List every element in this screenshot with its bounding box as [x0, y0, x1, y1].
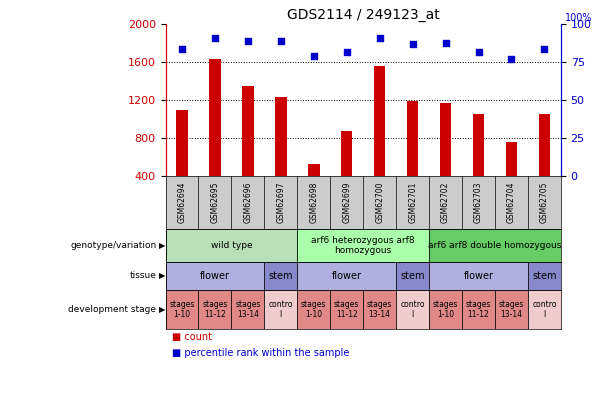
Bar [199, 290, 232, 329]
Text: wild type: wild type [211, 241, 252, 250]
Text: GSM62701: GSM62701 [408, 182, 417, 223]
Text: GSM62705: GSM62705 [540, 182, 549, 223]
Bar [429, 262, 528, 290]
Point [408, 41, 417, 47]
Point [276, 38, 286, 44]
Bar [297, 229, 429, 262]
Bar [396, 290, 429, 329]
Point [243, 38, 253, 44]
Text: arf6 heterozygous arf8
homozygous: arf6 heterozygous arf8 homozygous [311, 236, 415, 255]
Bar [264, 290, 297, 329]
Point [375, 35, 384, 41]
Text: flower: flower [463, 271, 493, 281]
Text: flower: flower [332, 271, 362, 281]
Point [309, 53, 319, 60]
Text: ▶: ▶ [159, 241, 166, 250]
Point [539, 45, 549, 52]
Point [210, 35, 220, 41]
Bar [297, 262, 396, 290]
Text: GSM62694: GSM62694 [178, 182, 186, 223]
Bar [308, 164, 319, 176]
Bar [429, 290, 462, 329]
Text: GSM62695: GSM62695 [210, 182, 219, 223]
Bar [539, 113, 550, 176]
Text: stages
13-14: stages 13-14 [499, 300, 524, 319]
Text: stem: stem [268, 271, 293, 281]
Text: GSM62704: GSM62704 [507, 182, 516, 223]
Bar [495, 290, 528, 329]
Bar [528, 262, 561, 290]
Text: genotype/variation: genotype/variation [70, 241, 156, 250]
Text: ▶: ▶ [159, 271, 166, 280]
Text: arf6 arf8 double homozygous: arf6 arf8 double homozygous [428, 241, 562, 250]
Bar [374, 66, 386, 176]
Bar [264, 262, 297, 290]
Text: GSM62703: GSM62703 [474, 182, 483, 223]
Bar [275, 97, 287, 176]
Bar [166, 290, 199, 329]
Text: stages
1-10: stages 1-10 [301, 300, 327, 319]
Text: contro
l: contro l [400, 300, 425, 319]
Text: contro
l: contro l [268, 300, 293, 319]
Bar [462, 290, 495, 329]
Bar [341, 130, 352, 176]
Text: GSM62702: GSM62702 [441, 182, 450, 223]
Bar [440, 103, 451, 176]
Bar [407, 101, 419, 176]
Point [342, 48, 352, 55]
Text: ■ count: ■ count [172, 333, 211, 342]
Bar [330, 290, 364, 329]
Text: ▶: ▶ [159, 305, 166, 314]
Bar [166, 262, 264, 290]
Text: contro
l: contro l [532, 300, 557, 319]
Text: stages
1-10: stages 1-10 [169, 300, 195, 319]
Text: development stage: development stage [68, 305, 156, 314]
Text: GSM62698: GSM62698 [310, 182, 318, 223]
Bar [473, 113, 484, 176]
Bar [166, 229, 297, 262]
Text: GSM62699: GSM62699 [342, 182, 351, 223]
Text: stem: stem [532, 271, 557, 281]
Bar [429, 229, 561, 262]
Point [177, 45, 187, 52]
Text: 100%: 100% [565, 13, 592, 23]
Text: tissue: tissue [129, 271, 156, 280]
Bar [242, 86, 254, 176]
Text: stages
1-10: stages 1-10 [433, 300, 459, 319]
Text: stages
13-14: stages 13-14 [367, 300, 392, 319]
Bar [528, 290, 561, 329]
Text: stages
11-12: stages 11-12 [466, 300, 491, 319]
Text: GSM62696: GSM62696 [243, 182, 253, 223]
Text: flower: flower [200, 271, 230, 281]
Bar [232, 290, 264, 329]
Text: GSM62700: GSM62700 [375, 182, 384, 223]
Point [474, 48, 484, 55]
Bar [209, 60, 221, 176]
Text: stages
11-12: stages 11-12 [334, 300, 359, 319]
Point [441, 39, 451, 46]
Text: stages
11-12: stages 11-12 [202, 300, 227, 319]
Bar [297, 290, 330, 329]
Bar [363, 290, 396, 329]
Point [506, 56, 516, 62]
Bar [396, 262, 429, 290]
Bar [506, 142, 517, 176]
Bar [176, 110, 188, 176]
Title: GDS2114 / 249123_at: GDS2114 / 249123_at [287, 8, 440, 22]
Text: GSM62697: GSM62697 [276, 182, 285, 223]
Text: stages
13-14: stages 13-14 [235, 300, 261, 319]
Text: stem: stem [400, 271, 425, 281]
Text: ■ percentile rank within the sample: ■ percentile rank within the sample [172, 348, 349, 358]
